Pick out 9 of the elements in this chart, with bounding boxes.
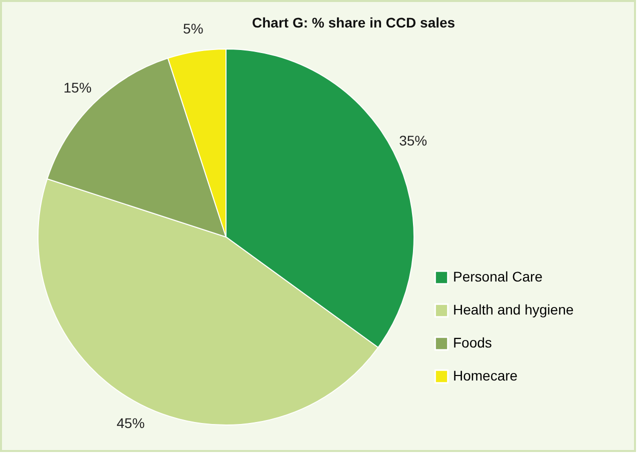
data-label: 45% [116,415,145,432]
legend-label: Personal Care [453,268,543,284]
data-label: 5% [183,20,204,37]
legend-label: Homecare [453,368,518,384]
data-label: 15% [63,80,92,96]
legend-label: Foods [453,334,492,350]
data-label: 35% [399,132,428,149]
legend-label: Health and hygiene [453,302,574,318]
chart-title: Chart G: % share in CCD sales [252,14,456,31]
